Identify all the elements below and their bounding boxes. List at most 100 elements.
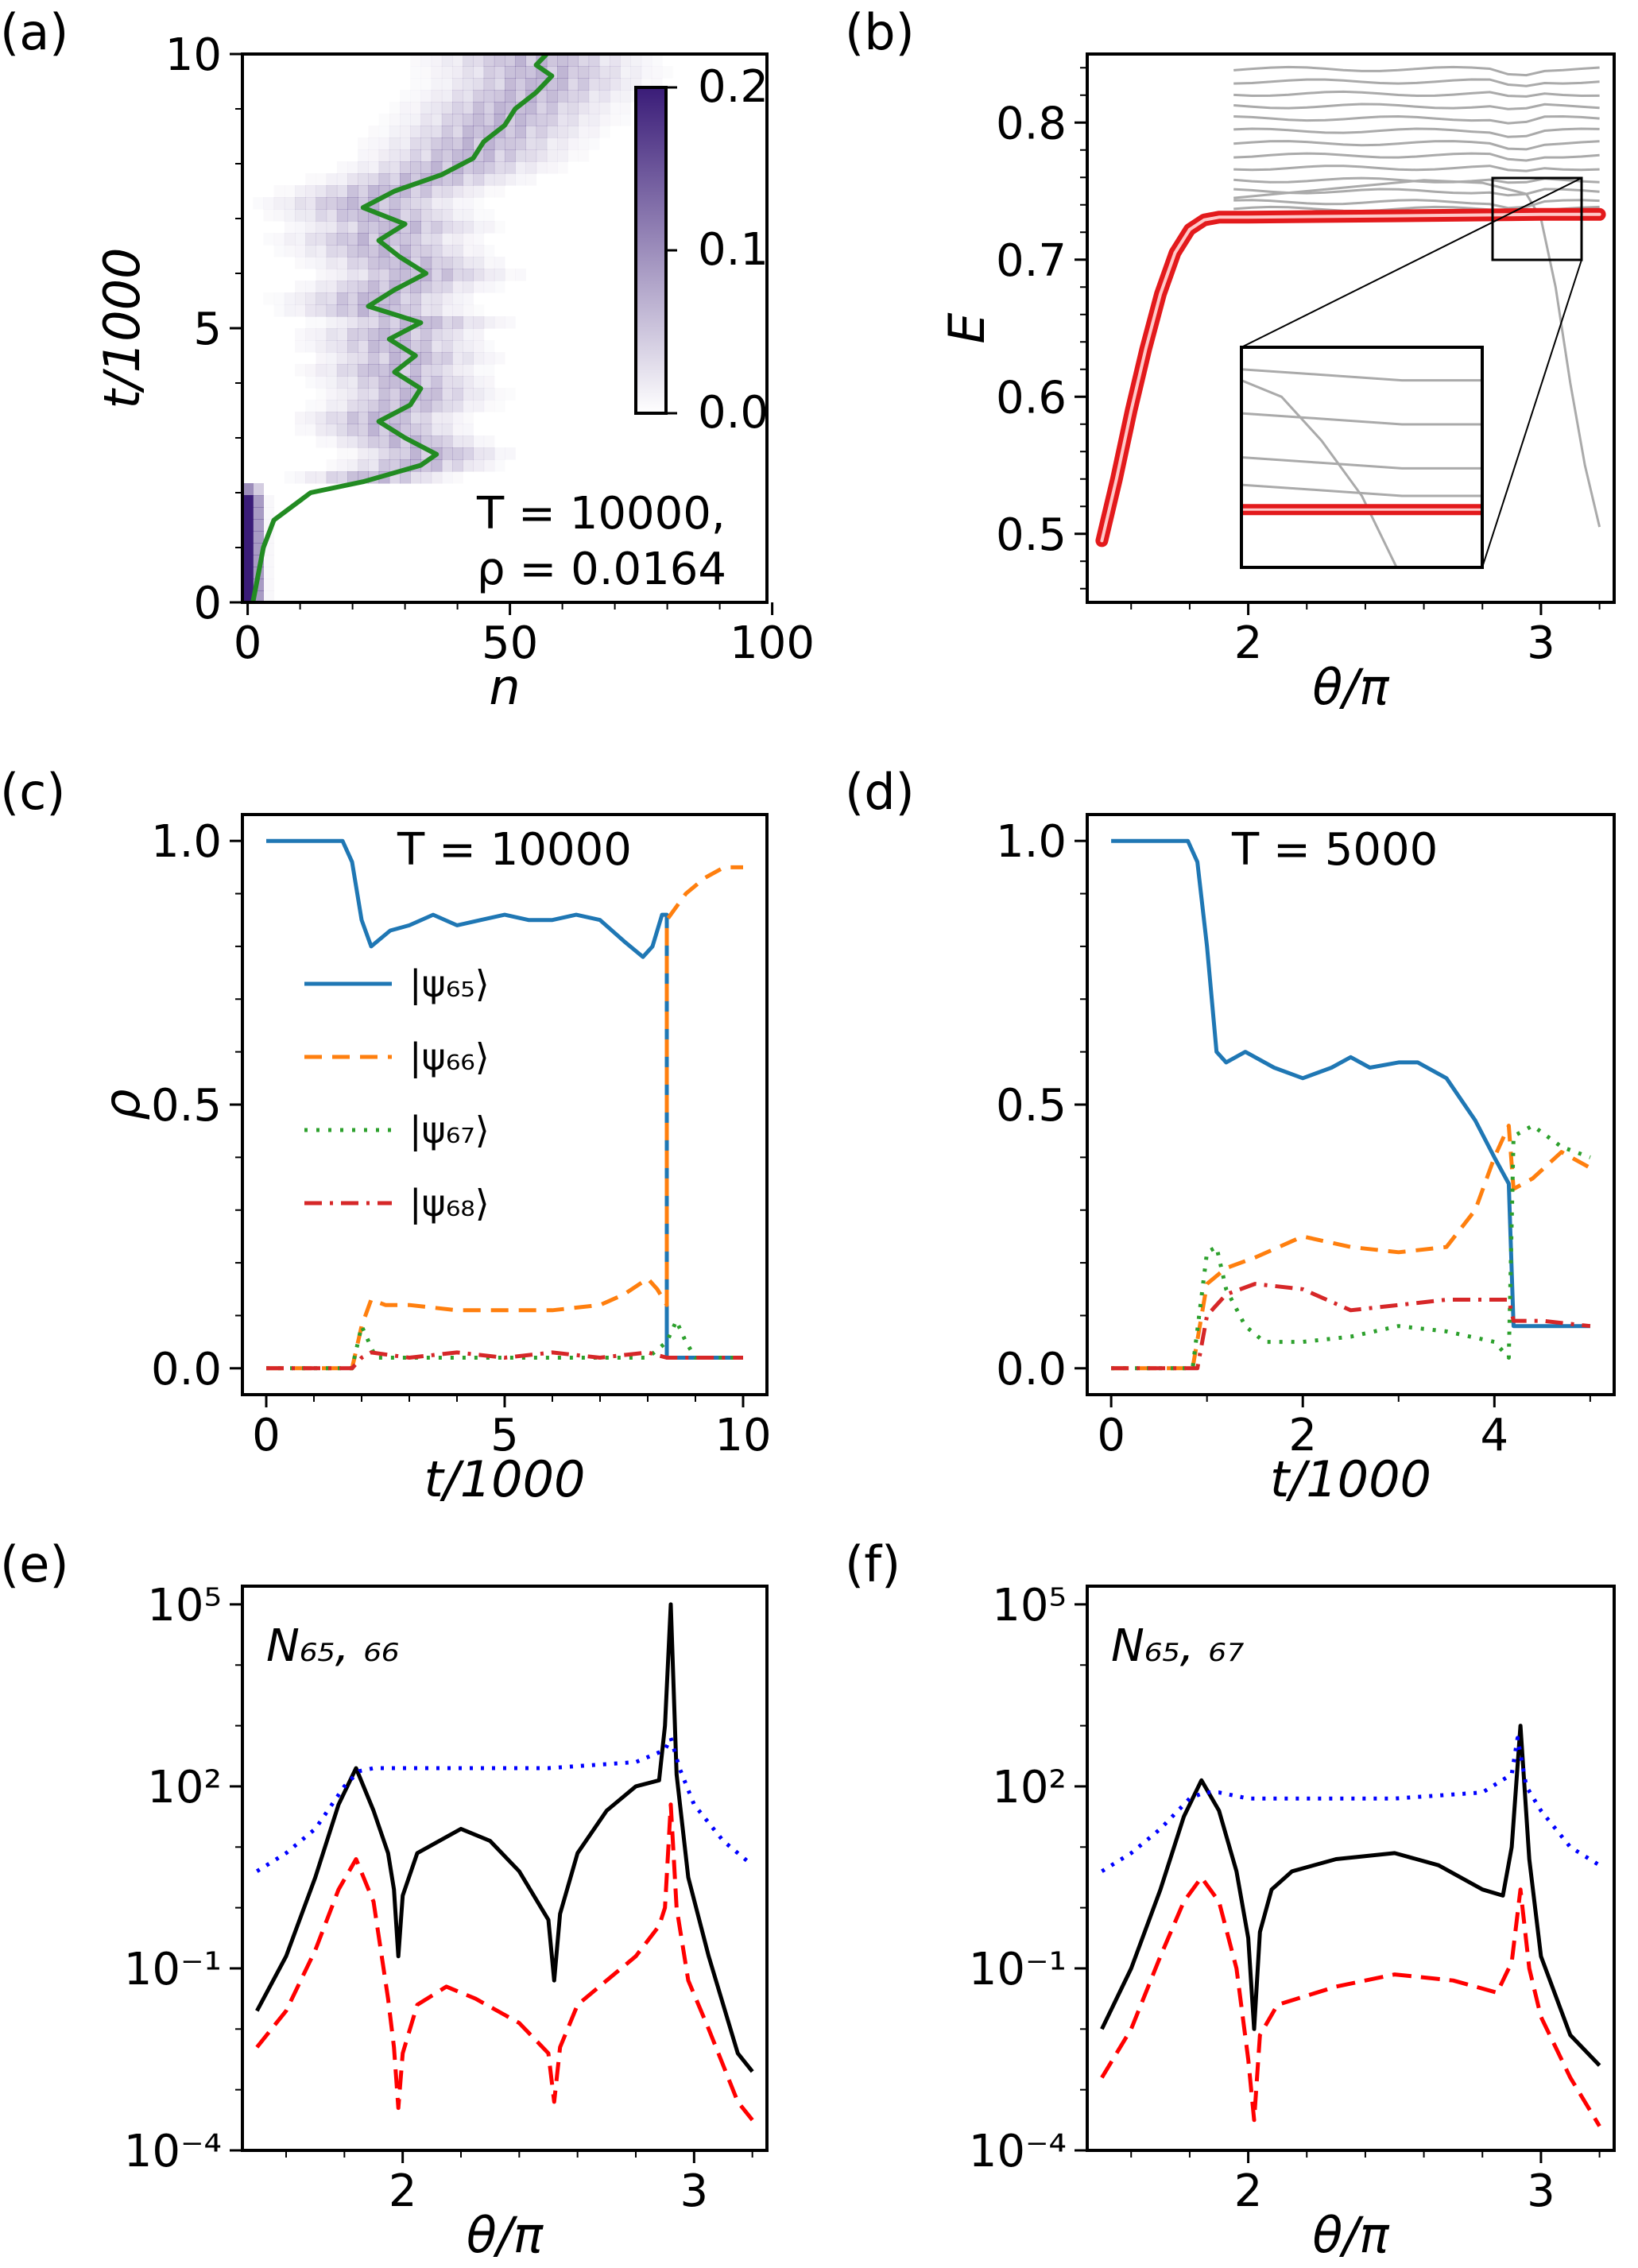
- heatmap-cell: [410, 424, 421, 436]
- heatmap-cell: [295, 233, 306, 246]
- heatmap-cell: [431, 412, 443, 424]
- heatmap-cell: [484, 400, 495, 412]
- heatmap-cell: [473, 435, 484, 448]
- heatmap-cell: [473, 400, 485, 412]
- heatmap-cell: [441, 435, 453, 448]
- heatmap-cell: [305, 185, 316, 198]
- series-line: [1100, 1875, 1601, 2127]
- heatmap-cell: [420, 340, 432, 353]
- heatmap-cell: [368, 424, 380, 436]
- heatmap-cell: [483, 114, 495, 126]
- heatmap-cell: [557, 126, 568, 138]
- heatmap-cell: [505, 137, 516, 150]
- x-tick-label: 2: [389, 2165, 417, 2217]
- axes-frame-e: [241, 1585, 769, 2152]
- panel-e: 2 3 10⁻⁴ 10⁻¹ 10² 10⁵ θ/π N₆₅, ₆₆: [124, 1580, 769, 2264]
- heatmap-cell: [368, 376, 380, 389]
- heatmap-cell: [431, 269, 443, 281]
- series-line: [266, 865, 743, 1371]
- heatmap-cell: [326, 316, 338, 329]
- heatmap-cell: [326, 424, 338, 436]
- heatmap-cell: [305, 233, 316, 246]
- inset-plot: [1241, 368, 1482, 567]
- y-tick-label: 0.5: [996, 1080, 1067, 1132]
- heatmap-cell: [336, 400, 348, 412]
- axes-frame-b: [1086, 52, 1616, 604]
- heatmap-cell: [358, 388, 369, 401]
- heatmap-cell: [378, 161, 390, 174]
- heatmap-cell: [452, 257, 463, 269]
- heatmap-cell: [599, 126, 610, 138]
- x-axis-label: θ/π: [467, 2206, 544, 2264]
- heatmap-a: [242, 54, 652, 602]
- heatmap-cell: [285, 245, 296, 257]
- heatmap-cell: [347, 209, 358, 222]
- heatmap-cell: [400, 114, 411, 126]
- heatmap-cell: [274, 304, 285, 317]
- heatmap-cell: [431, 54, 443, 67]
- heatmap-cell: [274, 245, 285, 257]
- y-axis-label: ρ: [93, 1089, 151, 1120]
- heatmap-cell: [326, 221, 338, 234]
- heatmap-cell: [420, 233, 432, 246]
- heatmap-cell: [473, 90, 485, 103]
- heatmap-cell: [452, 78, 463, 91]
- heatmap-cell: [420, 471, 432, 484]
- heatmap-cell: [494, 66, 505, 79]
- heatmap-cell: [431, 424, 443, 436]
- heatmap-cell: [263, 555, 274, 567]
- heatmap-cell: [473, 281, 485, 293]
- axes-f: 2 3 10⁻⁴ 10⁻¹ 10² 10⁵ θ/π: [969, 1580, 1601, 2264]
- heatmap-cell: [326, 233, 338, 246]
- series-f: [1100, 1724, 1601, 2127]
- heatmap-cell: [431, 388, 443, 401]
- heatmap-cell: [473, 245, 485, 257]
- y-tick-label: 10⁻⁴: [969, 2126, 1067, 2177]
- heatmap-cell: [463, 54, 474, 67]
- y-tick-label: 0.5: [151, 1080, 222, 1132]
- heatmap-cell: [368, 126, 379, 138]
- heatmap-cell: [326, 269, 338, 281]
- heatmap-cell: [326, 292, 338, 305]
- heatmap-cell: [567, 54, 579, 67]
- heatmap-cell: [368, 400, 380, 412]
- heatmap-cell: [347, 185, 358, 198]
- heatmap-cell: [420, 137, 432, 150]
- heatmap-cell: [263, 579, 274, 591]
- heatmap-cell: [336, 221, 348, 234]
- heatmap-cell: [494, 161, 505, 174]
- heatmap-cell: [588, 114, 600, 126]
- heatmap-cell: [484, 209, 495, 222]
- heatmap-cell: [389, 459, 401, 472]
- heatmap-cell: [368, 388, 380, 401]
- heatmap-cell: [452, 90, 463, 103]
- energy-level: [1233, 164, 1600, 172]
- heatmap-cell: [242, 555, 254, 567]
- heatmap-cell: [452, 54, 463, 67]
- heatmap-cell: [483, 78, 495, 91]
- heatmap-cell: [263, 567, 274, 579]
- heatmap-cell: [483, 269, 495, 281]
- heatmap-cell: [316, 424, 327, 436]
- heatmap-cell: [420, 400, 432, 412]
- y-tick-label: 0.6: [996, 372, 1067, 424]
- x-tick-label: 5: [490, 1410, 519, 1461]
- heatmap-cell: [431, 459, 443, 472]
- heatmap-cell: [483, 54, 495, 67]
- heatmap-cell: [473, 161, 485, 174]
- heatmap-cell: [420, 54, 432, 67]
- heatmap-cell: [515, 66, 526, 79]
- heatmap-cell: [441, 471, 453, 484]
- heatmap-cell: [368, 185, 380, 198]
- heatmap-cell: [463, 459, 474, 472]
- heatmap-cell: [463, 66, 474, 79]
- heatmap-cell: [431, 340, 443, 353]
- energy-level: [1233, 78, 1600, 87]
- heatmap-cell: [484, 435, 495, 448]
- heatmap-cell: [441, 412, 453, 424]
- heatmap-cell: [295, 304, 306, 317]
- heatmap-cell: [358, 424, 369, 436]
- heatmap-cell: [473, 376, 485, 389]
- heatmap-cell: [389, 137, 401, 150]
- heatmap-cell: [358, 269, 369, 281]
